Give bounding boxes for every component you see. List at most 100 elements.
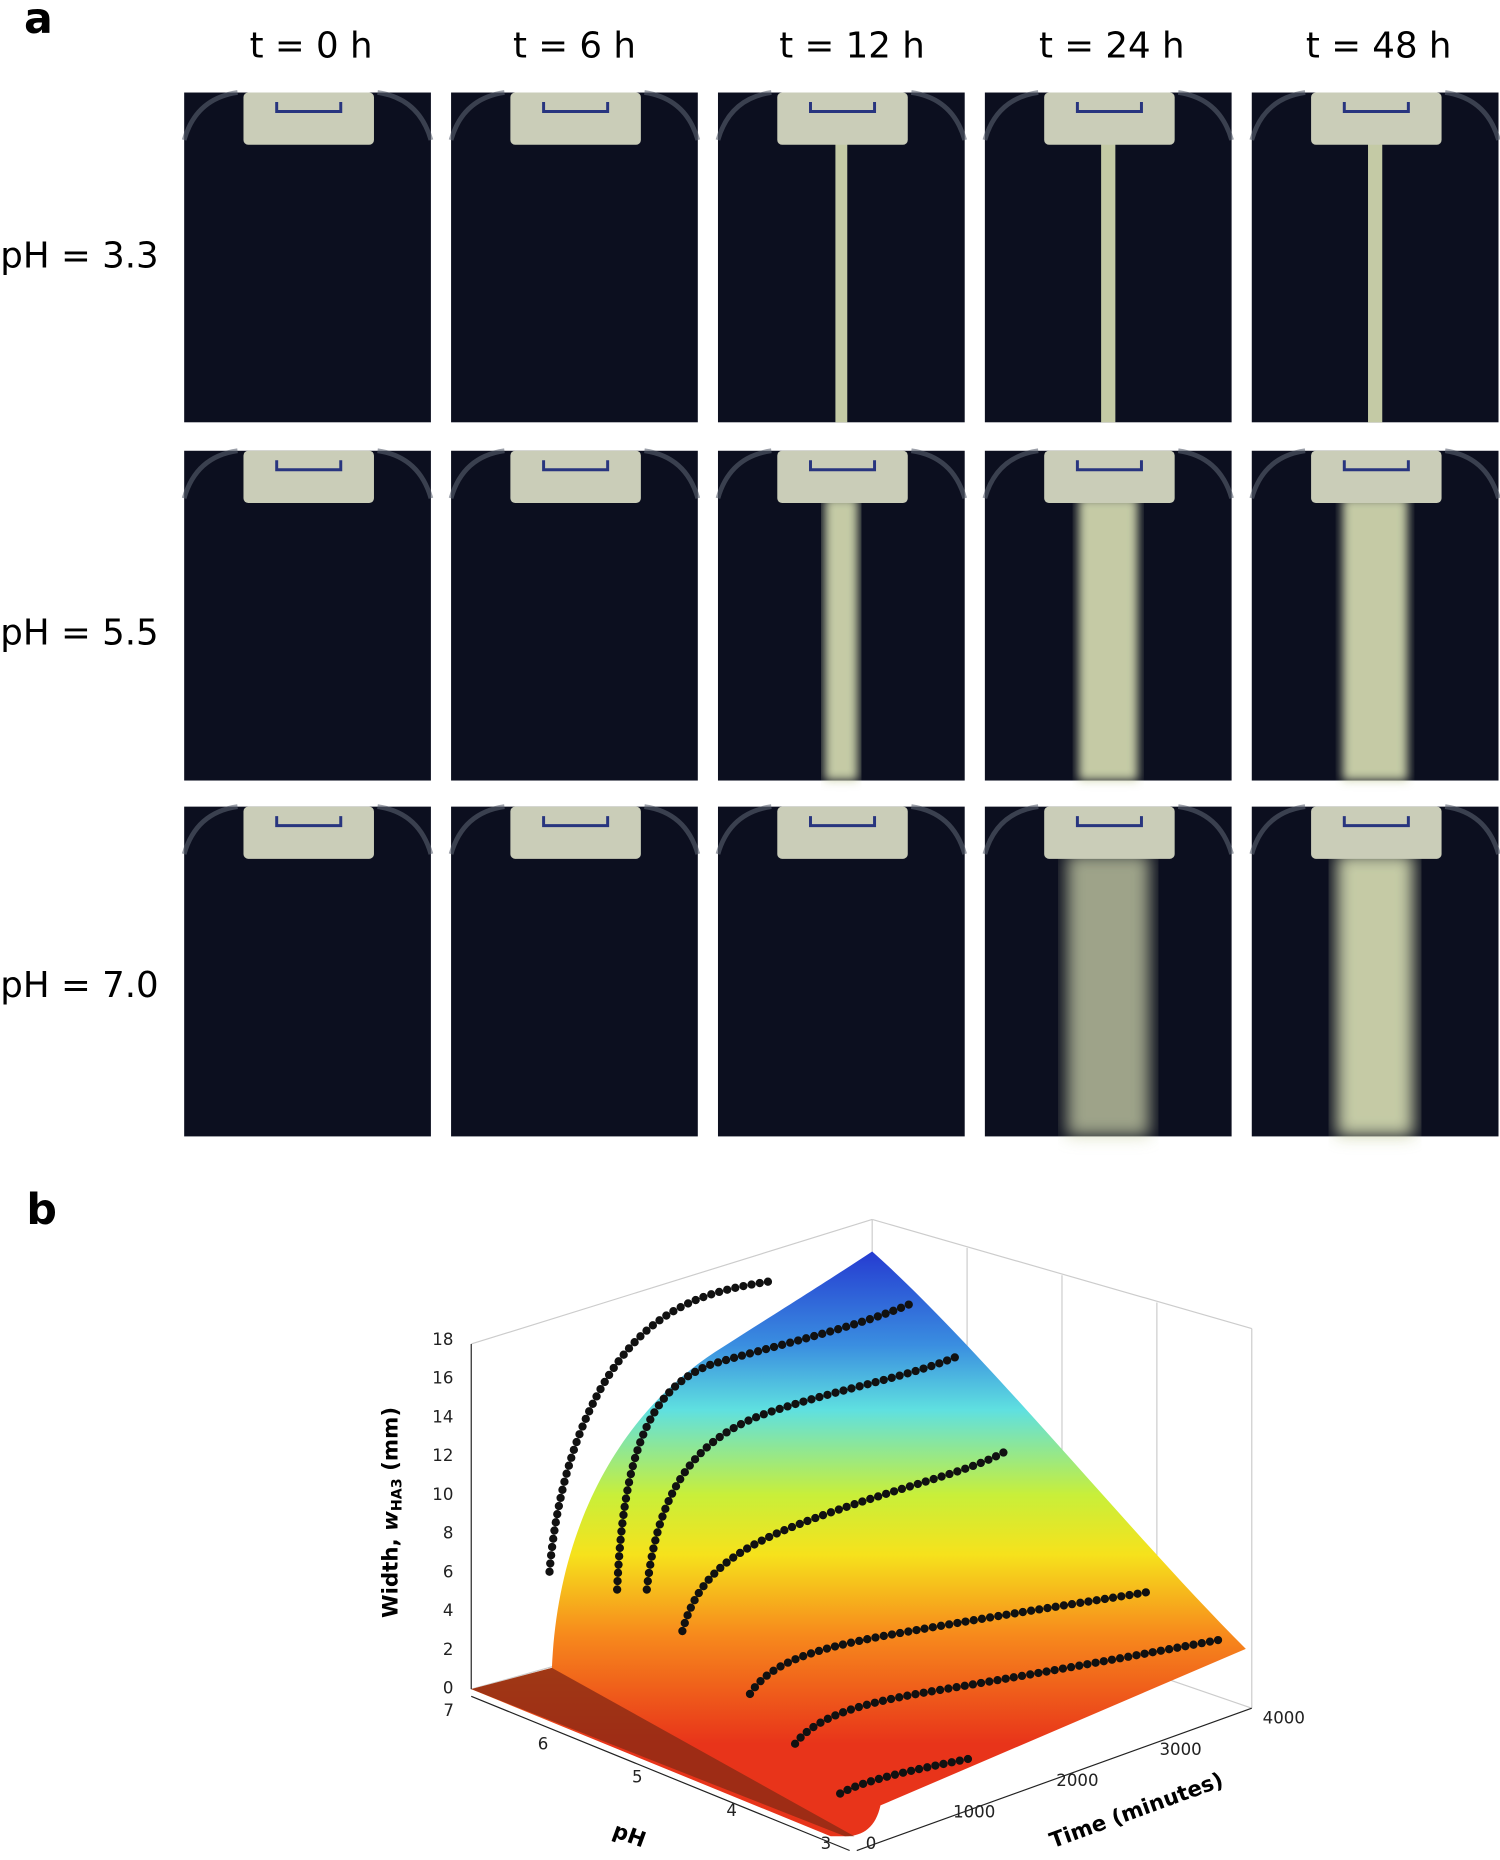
label-bracket <box>1342 102 1410 113</box>
panel-label: b <box>26 1185 57 1235</box>
photo <box>181 804 434 1137</box>
photo <box>1249 448 1500 781</box>
dish-rim <box>982 804 1039 855</box>
photo-bg <box>717 806 965 1137</box>
label-card <box>510 92 641 145</box>
dish-rim <box>715 448 772 499</box>
z-tick-label: 4 <box>443 1601 454 1620</box>
z-tick-label: 2 <box>443 1640 454 1659</box>
label-card <box>1044 92 1175 145</box>
label-bracket <box>275 816 343 828</box>
dish-rim <box>181 448 238 499</box>
column-header: t = 0 h <box>250 25 373 66</box>
label-card <box>510 450 641 503</box>
z-axis-unit: (mm) <box>379 1407 404 1478</box>
label-card <box>777 806 908 859</box>
gel-band <box>1101 139 1116 423</box>
column-header: t = 12 h <box>779 25 925 66</box>
dish-rim <box>982 90 1039 141</box>
dish-rim <box>644 804 701 855</box>
dish-rim <box>910 804 967 855</box>
label-bracket <box>1075 102 1143 113</box>
time-tick-label: 3000 <box>1159 1740 1201 1759</box>
z-axis-sub: HA3 <box>390 1478 406 1511</box>
label-bracket <box>275 460 343 472</box>
label-bracket <box>809 460 877 472</box>
dish-rim <box>377 448 434 499</box>
dish-rim <box>377 90 434 141</box>
dish-rim <box>715 90 772 141</box>
photo <box>715 448 967 781</box>
z-axis-var: w <box>379 1511 404 1531</box>
photo <box>1249 804 1500 1137</box>
dish-rim <box>448 448 505 499</box>
label-bracket <box>809 102 877 113</box>
time-tick-label: 0 <box>866 1834 877 1853</box>
label-bracket <box>1342 816 1410 828</box>
dish-rim <box>377 804 434 855</box>
dish-rim <box>1444 804 1500 855</box>
column-header: t = 24 h <box>1039 25 1185 66</box>
column-header: t = 6 h <box>513 25 636 66</box>
gel-band <box>1336 854 1414 1137</box>
label-card <box>243 450 374 503</box>
label-bracket <box>809 816 877 828</box>
dish-rim <box>1444 90 1500 141</box>
dish-rim <box>1177 90 1234 141</box>
dish-rim <box>1249 448 1306 499</box>
photo <box>715 90 967 423</box>
dish-rim <box>181 90 238 141</box>
photo <box>181 448 434 781</box>
ph-tick-label: 7 <box>443 1701 454 1720</box>
photo-bg <box>184 92 431 423</box>
z-tick-label: 8 <box>443 1524 454 1543</box>
ph-tick-label: 3 <box>821 1834 832 1853</box>
dish-rim <box>1177 804 1234 855</box>
z-axis-text: Width, <box>379 1531 404 1618</box>
dish-rim <box>1249 90 1306 141</box>
z-tick-label: 0 <box>443 1679 454 1698</box>
photo <box>982 90 1234 423</box>
label-card <box>1311 92 1442 145</box>
time-tick-label: 1000 <box>953 1803 995 1822</box>
row-label: pH = 7.0 <box>0 965 158 1006</box>
dish-rim <box>1249 804 1306 855</box>
dish-rim <box>910 448 967 499</box>
dish-rim <box>1444 448 1500 499</box>
gel-band <box>1066 854 1150 1137</box>
photo <box>448 448 701 781</box>
ph-axis-title: pH <box>609 1818 649 1853</box>
axis-lines <box>470 1343 1252 1852</box>
gel-band <box>1342 498 1408 781</box>
label-card <box>777 92 908 145</box>
ph-tick-label: 4 <box>726 1801 737 1820</box>
dish-rim <box>715 804 772 855</box>
label-bracket <box>1075 816 1143 828</box>
photo-bg <box>184 450 431 781</box>
dish-rim <box>644 448 701 499</box>
label-card <box>510 806 641 859</box>
label-bracket <box>275 102 343 113</box>
photo <box>448 90 701 423</box>
photo <box>982 804 1234 1137</box>
photo <box>982 448 1234 781</box>
z-tick-label: 18 <box>432 1330 453 1349</box>
z-axis-title: Width, wHA3 (mm) <box>379 1407 406 1618</box>
time-tick-label: 2000 <box>1056 1771 1098 1790</box>
label-card <box>777 450 908 503</box>
gel-band <box>1368 139 1383 423</box>
gel-band <box>1078 498 1138 781</box>
label-card <box>243 92 374 145</box>
time-tick-label: 4000 <box>1263 1708 1305 1727</box>
photo-bg <box>451 806 698 1137</box>
panel-label: a <box>24 0 53 44</box>
row-label: pH = 3.3 <box>0 235 158 276</box>
z-tick-label: 6 <box>443 1562 454 1581</box>
label-bracket <box>542 816 610 828</box>
label-card <box>243 806 374 859</box>
surface-floor <box>471 1667 855 1837</box>
photo-bg <box>184 806 431 1137</box>
row-label: pH = 5.5 <box>0 613 158 654</box>
column-header: t = 48 h <box>1306 25 1452 66</box>
